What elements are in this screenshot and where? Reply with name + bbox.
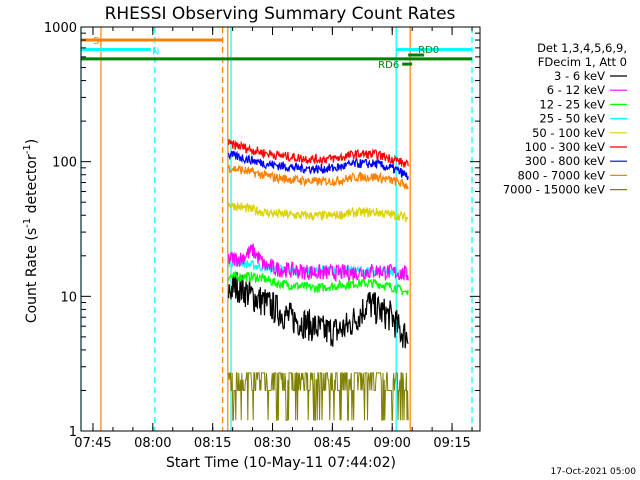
x-axis: 07:45 08:00 08:15 08:30 08:45 09:00 09:15 — [74, 27, 473, 451]
x-tick-label-1: 08:00 — [134, 436, 171, 451]
legend-label-8: 7000 - 15000 keV — [503, 183, 605, 197]
footer-date: 17-Oct-2021 05:00 — [551, 467, 637, 477]
x-tick-label-3: 08:30 — [254, 436, 291, 451]
series-line-0 — [228, 272, 409, 349]
legend-label-6: 300 - 800 keV — [525, 154, 605, 168]
legend-label-3: 25 - 50 keV — [539, 112, 605, 126]
y-axis-label: Count Rate (s-1 detector-1) — [22, 139, 40, 323]
series-line-8 — [228, 372, 409, 421]
state-bar-label-3: RD0 — [418, 45, 439, 56]
x-tick-label-4: 08:45 — [314, 436, 351, 451]
legend-label-2: 12 - 25 keV — [539, 97, 605, 111]
series-line-6 — [228, 150, 409, 181]
y-tick-label-3: 1000 — [44, 21, 77, 36]
x-axis-label: Start Time (10-May-11 07:44:02) — [166, 455, 396, 471]
legend-header-line-1: Det 1,3,4,5,6,9, — [537, 41, 627, 55]
plot-frame — [80, 26, 481, 432]
legend-label-4: 50 - 100 keV — [532, 126, 605, 140]
series-line-2 — [228, 270, 409, 296]
x-tick-label-2: 08:15 — [194, 436, 231, 451]
series-line-5 — [228, 138, 409, 168]
state-bar-label-1: N — [152, 47, 159, 58]
plot-area: S N RD0 RD6 — [80, 27, 473, 431]
legend: Det 1,3,4,5,6,9, FDecim 1, Att 0 3 - 6 k… — [503, 41, 627, 197]
y-tick-label-0: 1 — [69, 425, 77, 440]
x-tick-label-5: 09:00 — [373, 436, 410, 451]
series-line-1 — [228, 243, 409, 283]
state-bar-label-4: RD6 — [378, 60, 399, 71]
y-axis: 1 10 100 1000 — [44, 21, 480, 440]
legend-label-1: 6 - 12 keV — [547, 83, 605, 97]
y-tick-label-2: 100 — [52, 156, 77, 171]
y-tick-label-1: 10 — [60, 290, 77, 305]
x-tick-label-6: 09:15 — [433, 436, 470, 451]
x-tick-label-0: 07:45 — [74, 436, 111, 451]
legend-label-7: 800 - 7000 keV — [517, 168, 605, 182]
state-bar-label-0: S — [93, 36, 99, 47]
legend-label-0: 3 - 6 keV — [554, 69, 605, 83]
legend-label-5: 100 - 300 keV — [525, 140, 605, 154]
series-line-4 — [228, 201, 409, 223]
chart-title: RHESSI Observing Summary Count Rates — [105, 4, 456, 24]
legend-header-line-2: FDecim 1, Att 0 — [538, 55, 627, 69]
series-line-7 — [228, 164, 409, 191]
